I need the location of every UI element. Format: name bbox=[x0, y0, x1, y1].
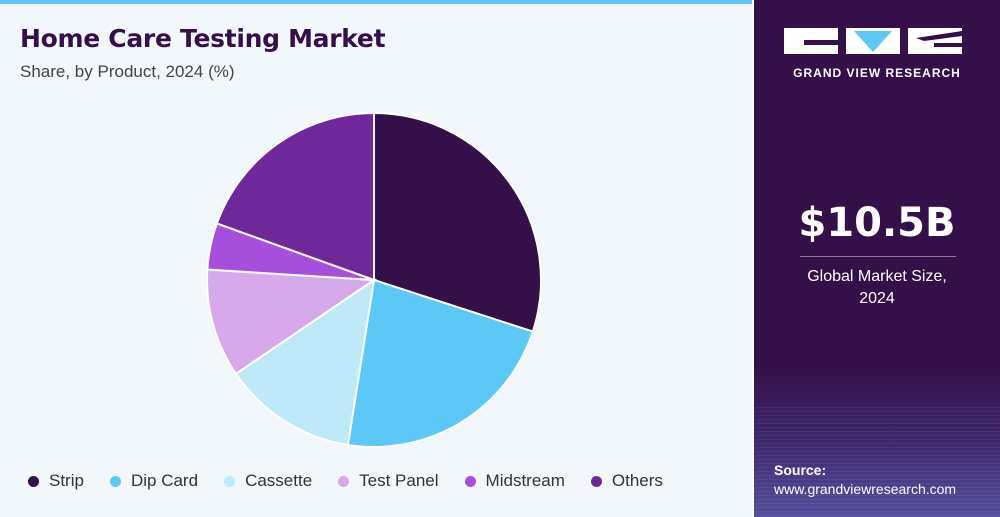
legend-swatch-midstream bbox=[464, 475, 476, 487]
top-accent-bar bbox=[0, 0, 752, 4]
market-size-caption-line2: 2024 bbox=[859, 290, 895, 307]
legend-label-cassette: Cassette bbox=[245, 471, 313, 490]
sidebar-pattern bbox=[754, 407, 1000, 517]
sidebar-glow bbox=[754, 367, 1000, 517]
chart-panel: Home Care Testing Market Share, by Produ… bbox=[0, 0, 752, 517]
brand-name: GRAND VIEW RESEARCH bbox=[793, 66, 961, 80]
legend-item-others: Others bbox=[590, 471, 663, 491]
pie-slice-test-panel bbox=[206, 268, 377, 376]
legend-label-strip: Strip bbox=[49, 471, 84, 490]
market-size-caption: Global Market Size, 2024 bbox=[754, 266, 1000, 310]
legend-item-dip-card: Dip Card bbox=[109, 471, 199, 491]
legend-label-others: Others bbox=[611, 471, 663, 490]
legend-item-test-panel: Test Panel bbox=[338, 471, 439, 491]
legend-swatch-test-panel bbox=[338, 475, 350, 487]
chart-title: Home Care Testing Market bbox=[20, 24, 386, 53]
source-label: Source: bbox=[774, 462, 827, 478]
source-url[interactable]: www.grandviewresearch.com bbox=[774, 481, 957, 497]
legend-label-midstream: Midstream bbox=[485, 471, 565, 490]
legend-item-midstream: Midstream bbox=[464, 471, 565, 491]
market-size-caption-line1: Global Market Size, bbox=[807, 268, 947, 285]
chart-subtitle: Share, by Product, 2024 (%) bbox=[20, 62, 235, 81]
legend-item-strip: Strip bbox=[28, 471, 84, 491]
pie-chart bbox=[206, 111, 543, 448]
pie-slice-others bbox=[215, 111, 375, 282]
legend-item-cassette: Cassette bbox=[224, 471, 312, 491]
pie-slice-strip bbox=[373, 111, 543, 333]
legend-swatch-cassette bbox=[224, 475, 236, 487]
value-divider bbox=[800, 256, 956, 257]
pie-slice-dip-card bbox=[346, 278, 535, 448]
legend-swatch-others bbox=[590, 475, 602, 487]
info-sidebar: GRAND VIEW RESEARCH $10.5B Global Market… bbox=[754, 0, 1000, 517]
legend-label-dip-card: Dip Card bbox=[130, 471, 199, 490]
grand-view-research-logo bbox=[784, 28, 962, 54]
chart-legend: Strip Dip Card Cassette Test Panel Midstream… bbox=[28, 470, 689, 492]
market-size-value: $10.5B bbox=[798, 200, 956, 246]
legend-label-test-panel: Test Panel bbox=[359, 471, 439, 490]
legend-swatch-dip-card bbox=[109, 475, 121, 487]
pie-slice-cassette bbox=[234, 277, 376, 447]
legend-swatch-strip bbox=[28, 475, 39, 487]
